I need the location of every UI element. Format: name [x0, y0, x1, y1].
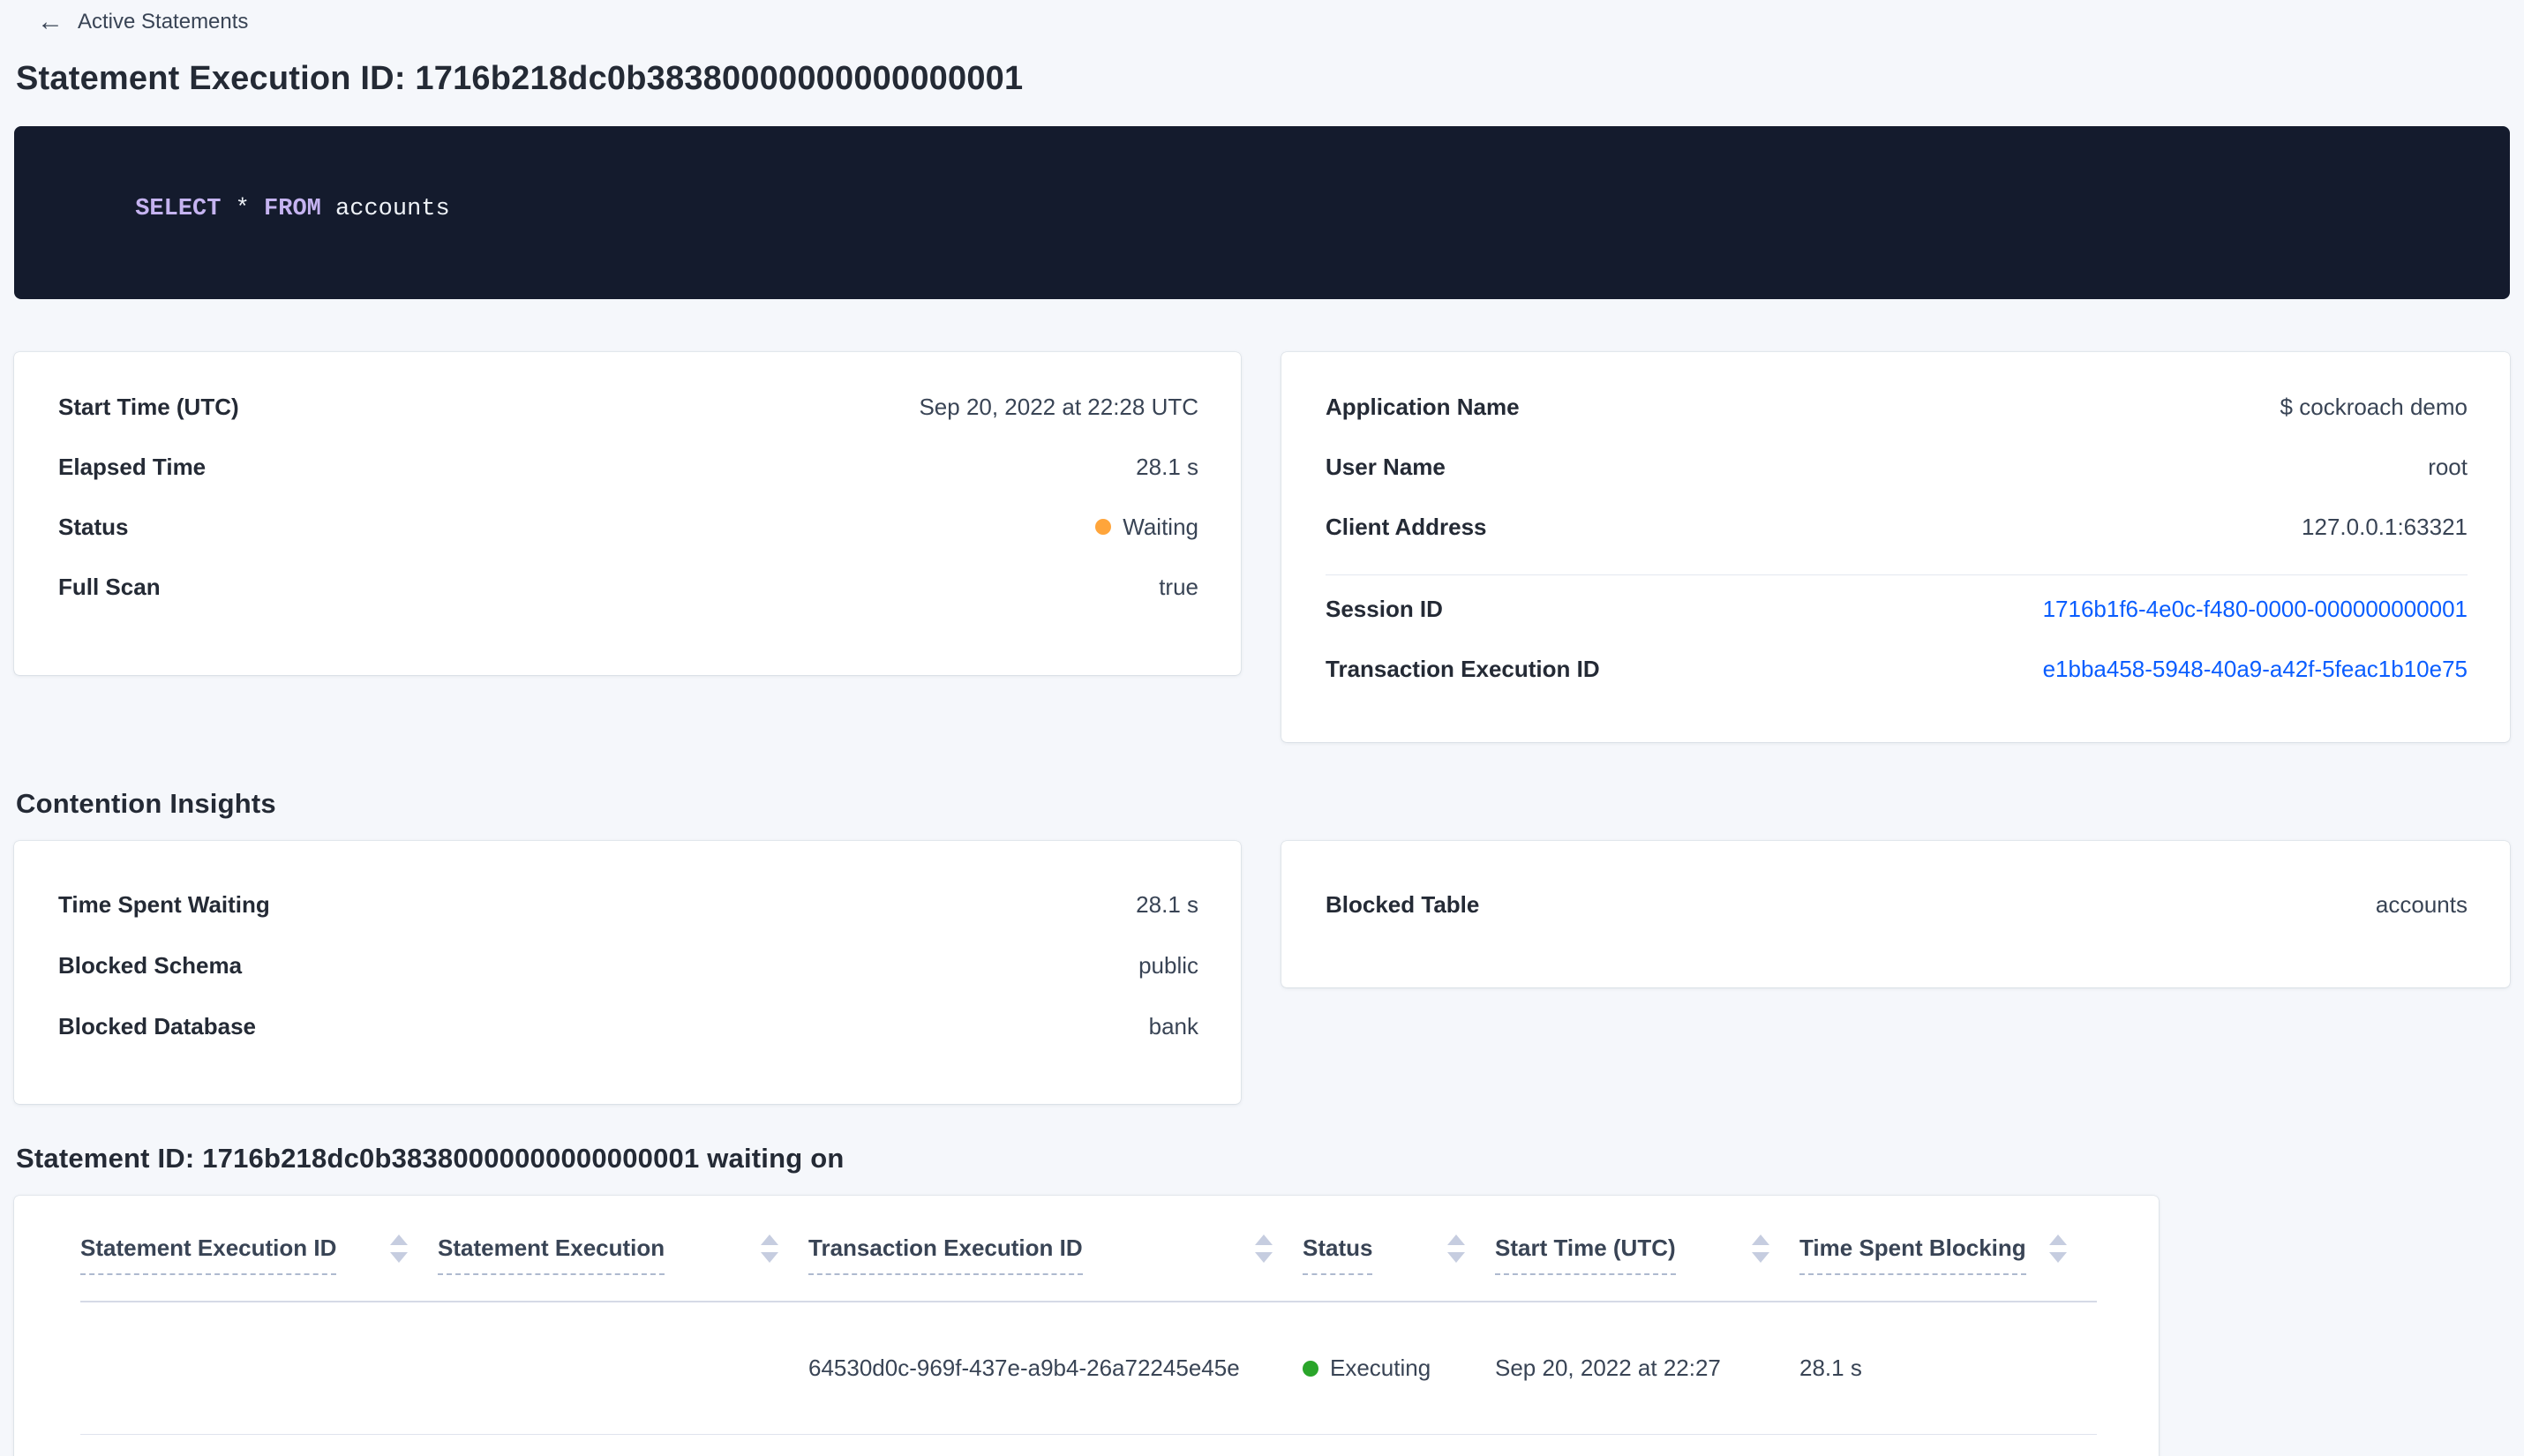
table-row: 64530d0c-969f-437e-a9b4-26a72245e45e Exe…	[80, 1302, 2097, 1435]
kv-value-blocked-database: bank	[1148, 1013, 1198, 1039]
kv-value-application-name: $ cockroach demo	[2280, 393, 2468, 420]
sql-statement: SELECT * FROM accounts	[49, 167, 2475, 251]
column-header-label: Status	[1303, 1222, 1373, 1275]
kv-row-client-address: Client Address 127.0.0.1:63321	[1326, 497, 2468, 557]
kv-label-transaction-execution-id: Transaction Execution ID	[1326, 655, 1600, 682]
kv-label-blocked-schema: Blocked Schema	[58, 952, 243, 979]
kv-row-full-scan: Full Scan true	[58, 557, 1198, 617]
waiting-on-table-card: Statement Execution ID Statement Executi…	[14, 1196, 2159, 1456]
kv-value-start-time: Sep 20, 2022 at 22:28 UTC	[919, 393, 1198, 420]
kv-label-start-time: Start Time (UTC)	[58, 393, 239, 420]
contention-waiting-card: Time Spent Waiting 28.1 s Blocked Schema…	[14, 841, 1241, 1104]
column-header-label: Start Time (UTC)	[1495, 1222, 1676, 1275]
kv-row-blocked-table: Blocked Table accounts	[1326, 874, 2468, 935]
sql-text: *	[221, 196, 265, 222]
sort-icon[interactable]	[1752, 1234, 1769, 1263]
column-header-statement-execution-id[interactable]: Statement Execution ID	[80, 1222, 438, 1275]
kv-value-elapsed-time: 28.1 s	[1136, 453, 1198, 480]
column-header-transaction-execution-id[interactable]: Transaction Execution ID	[808, 1222, 1303, 1275]
sort-icon[interactable]	[761, 1234, 778, 1263]
sort-icon[interactable]	[2049, 1234, 2067, 1263]
back-link[interactable]: ← Active Statements	[37, 7, 2510, 37]
executing-status-dot-icon	[1303, 1360, 1318, 1377]
blocked-table-card: Blocked Table accounts	[1281, 841, 2510, 987]
kv-label-full-scan: Full Scan	[58, 573, 161, 600]
session-details-card: Application Name $ cockroach demo User N…	[1281, 352, 2510, 742]
kv-row-blocked-database: Blocked Database bank	[58, 996, 1198, 1057]
kv-label-time-spent-waiting: Time Spent Waiting	[58, 891, 270, 918]
waiting-status-dot-icon	[1095, 519, 1112, 535]
column-header-time-spent-blocking[interactable]: Time Spent Blocking	[1799, 1222, 2097, 1275]
kv-value-status: Waiting	[1123, 513, 1198, 540]
column-header-statement-execution[interactable]: Statement Execution	[438, 1222, 808, 1275]
kv-row-transaction-execution-id: Transaction Execution ID e1bba458-5948-4…	[1326, 639, 2468, 699]
kv-value-user-name: root	[2428, 453, 2468, 480]
cell-time-spent-blocking: 28.1 s	[1799, 1355, 1862, 1381]
kv-label-elapsed-time: Elapsed Time	[58, 453, 207, 480]
sql-keyword-from: FROM	[264, 196, 321, 222]
execution-details-card: Start Time (UTC) Sep 20, 2022 at 22:28 U…	[14, 352, 1241, 675]
kv-label-blocked-database: Blocked Database	[58, 1013, 256, 1039]
kv-row-session-id: Session ID 1716b1f6-4e0c-f480-0000-00000…	[1326, 579, 2468, 639]
sql-statement-box: SELECT * FROM accounts	[14, 126, 2510, 299]
kv-label-blocked-table: Blocked Table	[1326, 891, 1480, 918]
page-title: Statement Execution ID: 1716b218dc0b3838…	[16, 60, 1024, 97]
contention-insights-heading: Contention Insights	[16, 788, 276, 819]
kv-row-status: Status Waiting	[58, 497, 1198, 557]
status-badge: Waiting	[1095, 514, 1198, 541]
column-header-label: Statement Execution	[438, 1222, 665, 1275]
kv-row-elapsed-time: Elapsed Time 28.1 s	[58, 437, 1198, 497]
kv-label-user-name: User Name	[1326, 453, 1446, 480]
kv-row-blocked-schema: Blocked Schema public	[58, 935, 1198, 996]
column-header-status[interactable]: Status	[1303, 1222, 1495, 1275]
kv-value-time-spent-waiting: 28.1 s	[1136, 891, 1198, 918]
sort-icon[interactable]	[390, 1234, 408, 1263]
kv-value-blocked-schema: public	[1138, 952, 1198, 979]
kv-row-application-name: Application Name $ cockroach demo	[1326, 377, 2468, 437]
kv-value-full-scan: true	[1159, 573, 1198, 600]
cell-status: Executing	[1303, 1355, 1495, 1382]
column-header-label: Transaction Execution ID	[808, 1222, 1083, 1275]
sql-keyword-select: SELECT	[135, 196, 222, 222]
kv-label-session-id: Session ID	[1326, 595, 1443, 622]
kv-row-user-name: User Name root	[1326, 437, 2468, 497]
sort-icon[interactable]	[1447, 1234, 1465, 1263]
column-header-start-time[interactable]: Start Time (UTC)	[1495, 1222, 1799, 1275]
transaction-execution-id-link[interactable]: e1bba458-5948-40a9-a42f-5feac1b10e75	[2042, 655, 2468, 682]
waiting-on-table-header: Statement Execution ID Statement Executi…	[80, 1196, 2097, 1302]
kv-label-status: Status	[58, 513, 129, 540]
waiting-on-heading: Statement ID: 1716b218dc0b38380000000000…	[16, 1143, 845, 1174]
cell-transaction-execution-id: 64530d0c-969f-437e-a9b4-26a72245e45e	[808, 1355, 1240, 1381]
contention-cards-row: Time Spent Waiting 28.1 s Blocked Schema…	[14, 841, 2510, 1104]
cell-start-time: Sep 20, 2022 at 22:27	[1495, 1355, 1721, 1381]
sql-table-name: accounts	[320, 196, 450, 222]
session-id-link[interactable]: 1716b1f6-4e0c-f480-0000-000000000001	[2042, 595, 2468, 622]
kv-value-blocked-table: accounts	[2375, 891, 2468, 918]
cell-status-label: Executing	[1330, 1355, 1431, 1381]
column-header-label: Statement Execution ID	[80, 1222, 337, 1275]
session-card-divider	[1326, 574, 2468, 575]
back-arrow-icon[interactable]: ←	[37, 7, 64, 36]
sort-icon[interactable]	[1255, 1234, 1273, 1263]
summary-cards-row: Start Time (UTC) Sep 20, 2022 at 22:28 U…	[14, 352, 2510, 742]
column-header-label: Time Spent Blocking	[1799, 1222, 2026, 1275]
kv-row-time-spent-waiting: Time Spent Waiting 28.1 s	[58, 874, 1198, 935]
kv-row-start-time: Start Time (UTC) Sep 20, 2022 at 22:28 U…	[58, 377, 1198, 437]
kv-value-client-address: 127.0.0.1:63321	[2302, 513, 2468, 540]
back-link-label[interactable]: Active Statements	[78, 10, 249, 34]
kv-label-application-name: Application Name	[1326, 393, 1520, 420]
kv-label-client-address: Client Address	[1326, 513, 1487, 540]
